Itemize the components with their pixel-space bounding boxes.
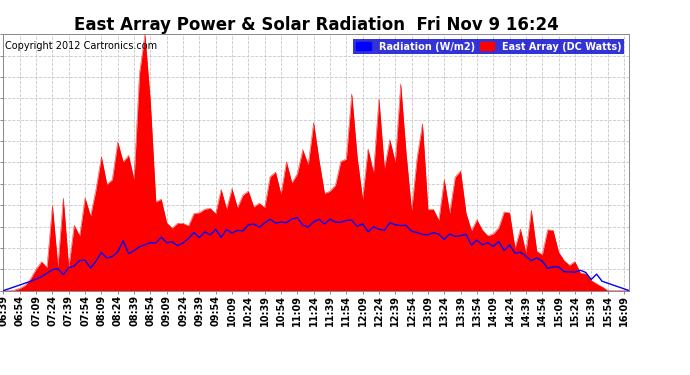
Text: Copyright 2012 Cartronics.com: Copyright 2012 Cartronics.com (5, 42, 157, 51)
Legend: Radiation (W/m2), East Array (DC Watts): Radiation (W/m2), East Array (DC Watts) (353, 39, 624, 54)
Title: East Array Power & Solar Radiation  Fri Nov 9 16:24: East Array Power & Solar Radiation Fri N… (74, 16, 559, 34)
